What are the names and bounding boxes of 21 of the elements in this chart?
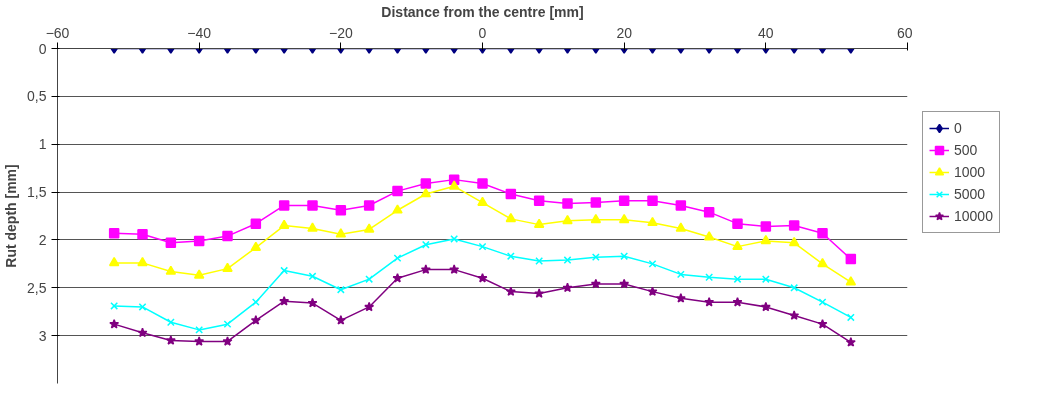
y-tick-label: 2 [38,231,47,248]
x-tick-label: 20 [616,24,633,41]
y-tick-label: 0,5 [27,88,47,105]
legend-label: 10000 [954,208,993,225]
x-tick-label: −60 [45,24,70,41]
y-tick-label: 2,5 [27,279,47,296]
x-tick-label: 0 [478,24,487,41]
y-tick-label: 3 [38,327,47,344]
legend-label: 1000 [954,164,986,181]
legend-label: 500 [954,142,978,159]
x-axis-title: Distance from the centre [mm] [381,3,584,20]
y-tick-label: 1,5 [27,184,47,201]
y-tick-label: 0 [38,40,47,57]
x-tick-label: −40 [187,24,212,41]
x-tick-label: 40 [758,24,774,41]
x-tick-label: −20 [328,24,353,41]
y-tick-label: 1 [38,136,47,153]
x-tick-label: 60 [896,24,913,41]
y-axis-title: Rut depth [mm] [3,164,20,268]
legend-label: 0 [954,120,963,137]
legend-label: 5000 [954,186,986,203]
